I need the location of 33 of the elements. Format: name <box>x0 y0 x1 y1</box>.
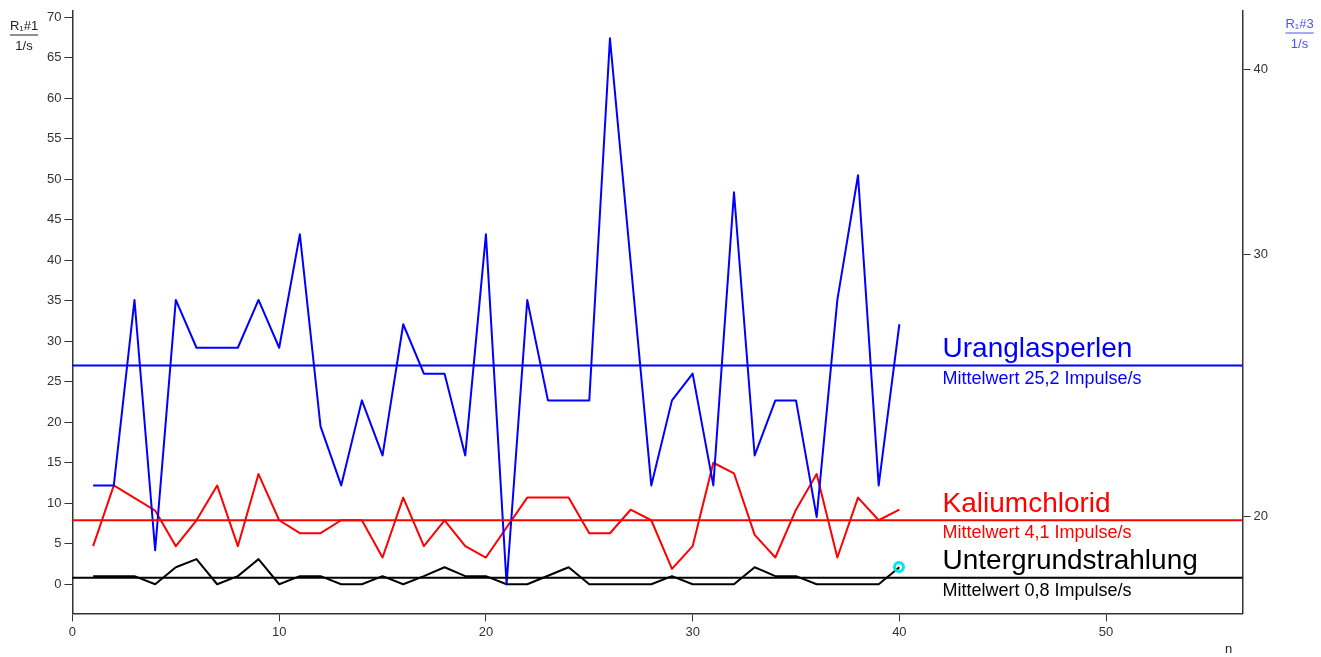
y-tick-label: 45 <box>46 211 62 227</box>
y2-tick-label: 40 <box>1253 60 1269 76</box>
y-tick-label: 40 <box>46 251 62 267</box>
y2-tick-label: 30 <box>1253 246 1269 262</box>
ref-line-label: Mittelwert 4,1 Impulse/s <box>942 522 1132 543</box>
ref-line-label: Mittelwert 25,2 Impulse/s <box>942 367 1142 388</box>
x-tick-label: 0 <box>68 623 77 639</box>
y-tick-label: 55 <box>46 130 62 146</box>
x-tick-label: 20 <box>478 623 494 639</box>
series-label: Uranglasperlen <box>942 332 1133 364</box>
y-tick-label: 0 <box>54 575 62 591</box>
y-tick-label: 60 <box>46 89 62 105</box>
x-tick-label: 50 <box>1098 623 1114 639</box>
y-tick-label: 5 <box>54 535 62 551</box>
y-tick-label: 10 <box>46 494 62 510</box>
y-tick-label: 50 <box>46 170 62 186</box>
y-tick-label: 30 <box>46 332 62 348</box>
y-tick-label: 35 <box>46 292 62 308</box>
series-label: Kaliumchlorid <box>942 486 1111 518</box>
y2-tick-label: 20 <box>1253 507 1269 523</box>
y-tick-label: 20 <box>46 413 62 429</box>
series-label: Untergrundstrahlung <box>942 544 1198 576</box>
y-tick-label: 25 <box>46 373 62 389</box>
y-tick-label: 70 <box>46 8 62 24</box>
y-tick-label: 15 <box>46 454 62 470</box>
ref-line-label: Mittelwert 0,8 Impulse/s <box>942 579 1132 600</box>
x-tick-label: 30 <box>685 623 700 639</box>
x-axis-title: n <box>1224 641 1233 657</box>
y2-axis-title: R₁#3 1/s <box>1285 16 1314 51</box>
x-tick-label: 40 <box>892 623 907 639</box>
y-tick-label: 65 <box>46 49 62 65</box>
y-axis-title: R₁#1 1/s <box>9 18 39 53</box>
x-tick-label: 10 <box>271 623 287 639</box>
